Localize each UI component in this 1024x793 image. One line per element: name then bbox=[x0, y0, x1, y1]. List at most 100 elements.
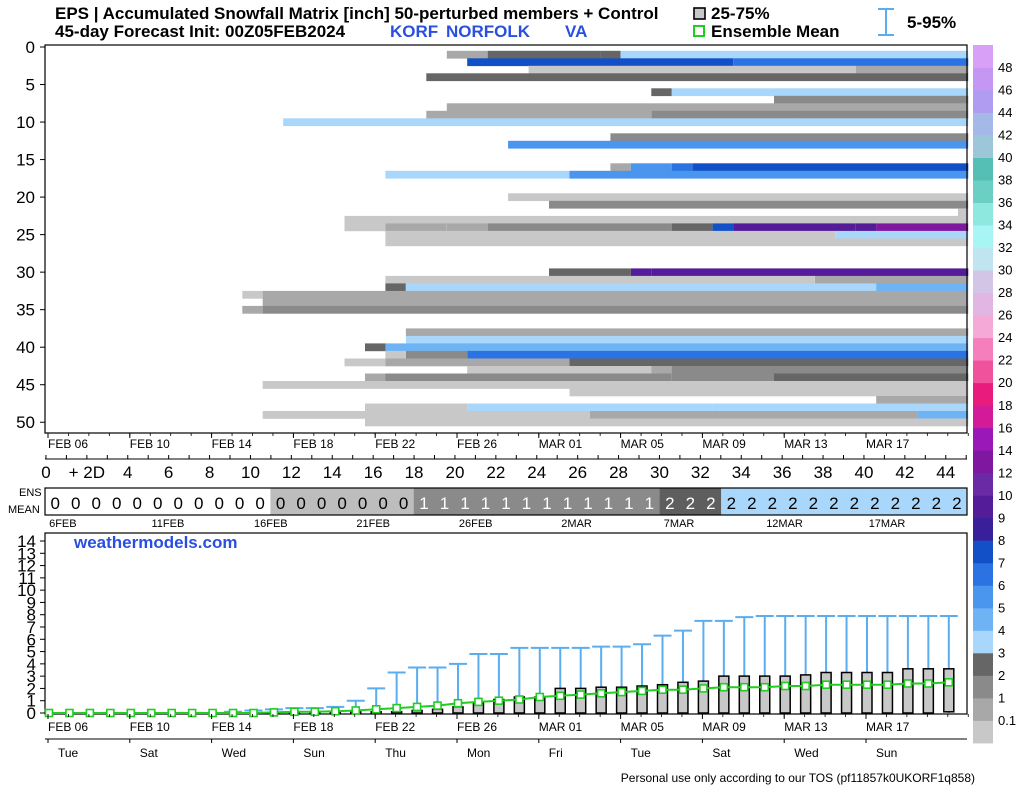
ens-mean-cell bbox=[618, 488, 640, 515]
colorbar-label: 42 bbox=[998, 128, 1012, 143]
matrix-cell bbox=[385, 350, 406, 359]
matrix-cell bbox=[569, 358, 969, 367]
boxplot-y-label: 0 bbox=[27, 704, 36, 723]
matrix-cell bbox=[508, 193, 969, 202]
ens-mean-cell bbox=[393, 488, 415, 515]
mean-marker bbox=[310, 707, 320, 717]
colorbar-swatch bbox=[973, 585, 993, 609]
ens-mean-date: 11FEB bbox=[152, 518, 185, 530]
ens-mean-value: 0 bbox=[235, 494, 244, 513]
boxplot-dow-label: Tue bbox=[58, 746, 79, 760]
matrix-cell bbox=[405, 283, 877, 292]
matrix-cell bbox=[385, 238, 969, 247]
day-axis-label: 38 bbox=[814, 463, 833, 482]
iqr-box bbox=[943, 668, 955, 713]
colorbar-label: 32 bbox=[998, 240, 1012, 255]
ens-mean-value: 1 bbox=[542, 494, 551, 513]
matrix-cell bbox=[262, 305, 969, 314]
member-tick-label: 30 bbox=[16, 263, 35, 282]
matrix-cell bbox=[365, 418, 969, 427]
mean-marker bbox=[106, 708, 115, 718]
ens-mean-value: 2 bbox=[809, 494, 818, 513]
ens-mean-cell bbox=[598, 488, 619, 515]
matrix-cell bbox=[283, 118, 795, 127]
boxplot-y-label: 9 bbox=[27, 593, 36, 612]
matrix-cell bbox=[600, 50, 621, 59]
ens-mean-value: 1 bbox=[440, 494, 449, 513]
boxplot-date-label: FEB 26 bbox=[457, 720, 497, 734]
boxplot-date-label: MAR 05 bbox=[621, 720, 665, 734]
ens-mean-frame bbox=[44, 487, 968, 516]
day-axis-label: 16 bbox=[364, 463, 383, 482]
colorbar-label: 8 bbox=[998, 533, 1005, 548]
day-axis-label: + 2D bbox=[69, 463, 105, 482]
iqr-legend-swatch bbox=[693, 7, 706, 20]
ens-mean-value: 0 bbox=[399, 494, 408, 513]
mean-marker bbox=[515, 695, 524, 704]
ens-mean-cell bbox=[557, 488, 578, 515]
mean-marker bbox=[719, 682, 729, 692]
ens-mean-value: 1 bbox=[563, 494, 572, 513]
matrix-cell bbox=[712, 223, 733, 232]
ens-mean-value: 1 bbox=[501, 494, 510, 513]
member-tick-label: 35 bbox=[16, 301, 35, 320]
ens-mean-value: 2 bbox=[952, 494, 961, 513]
member-tick-label: 20 bbox=[16, 188, 35, 207]
member-tick-label: 10 bbox=[16, 113, 35, 132]
matrix-cell bbox=[344, 215, 969, 224]
day-axis-label: 6 bbox=[164, 463, 173, 482]
matrix-cell bbox=[405, 350, 468, 359]
matrix-date-label: FEB 22 bbox=[375, 437, 415, 451]
matrix-cell bbox=[794, 118, 969, 127]
matrix-cell bbox=[487, 223, 672, 232]
mean-marker bbox=[699, 684, 708, 693]
matrix-cell bbox=[385, 358, 570, 367]
boxplot-dow-label: Mon bbox=[467, 746, 490, 760]
boxplot-dow-label: Wed bbox=[794, 746, 818, 760]
matrix-date-label: FEB 10 bbox=[130, 437, 170, 451]
matrix-date-label: FEB 26 bbox=[457, 437, 497, 451]
boxplot-dow-label: Tue bbox=[631, 746, 652, 760]
iqr-box bbox=[840, 671, 853, 714]
colorbar-swatch bbox=[973, 382, 993, 406]
matrix-cell bbox=[712, 403, 969, 412]
mean-marker bbox=[617, 687, 626, 697]
colorbar-swatch bbox=[973, 607, 993, 631]
matrix-date-label: FEB 18 bbox=[293, 437, 333, 451]
matrix-cell bbox=[671, 163, 693, 172]
matrix-cell bbox=[467, 350, 969, 359]
matrix-cell bbox=[528, 65, 856, 74]
matrix-cell bbox=[262, 290, 969, 299]
day-axis-label: 22 bbox=[486, 463, 505, 482]
day-axis-label: 12 bbox=[282, 463, 301, 482]
matrix-frame bbox=[44, 44, 968, 434]
mean-marker bbox=[433, 701, 442, 710]
matrix-cell bbox=[405, 328, 969, 337]
ens-mean-value: 0 bbox=[255, 494, 264, 513]
ens-mean-value: 1 bbox=[583, 494, 592, 513]
ens-mean-value: 0 bbox=[378, 494, 387, 513]
ens-mean-cell bbox=[762, 488, 783, 515]
colorbar-label: 26 bbox=[998, 308, 1012, 323]
matrix-cell bbox=[671, 223, 713, 232]
station-name: NORFOLK bbox=[446, 22, 531, 41]
day-axis-label: 20 bbox=[445, 463, 464, 482]
ens-mean-value: 0 bbox=[214, 494, 223, 513]
boxplot-date-label: FEB 06 bbox=[48, 720, 88, 734]
colorbar-swatch bbox=[973, 495, 993, 519]
ens-mean-cell bbox=[721, 488, 742, 515]
ens-mean-value: 2 bbox=[870, 494, 879, 513]
ens-mean-cell bbox=[782, 488, 804, 515]
matrix-cell bbox=[876, 283, 969, 292]
ens-mean-value: 2 bbox=[768, 494, 777, 513]
mean-marker bbox=[658, 685, 667, 695]
ens-mean-value: 0 bbox=[50, 494, 59, 513]
matrix-cell bbox=[549, 200, 969, 209]
mean-marker bbox=[842, 680, 851, 690]
ens-mean-cell bbox=[45, 488, 66, 515]
member-tick-label: 5 bbox=[26, 76, 35, 95]
mean-marker bbox=[494, 696, 504, 706]
day-axis-label: 26 bbox=[568, 463, 587, 482]
ens-mean-value: 2 bbox=[788, 494, 797, 513]
matrix-cell bbox=[671, 88, 969, 97]
